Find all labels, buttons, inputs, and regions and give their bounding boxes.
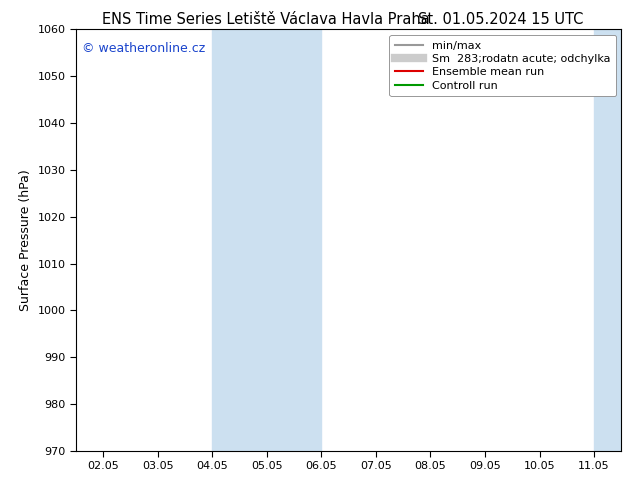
Text: © weatheronline.cz: © weatheronline.cz	[82, 42, 205, 55]
Y-axis label: Surface Pressure (hPa): Surface Pressure (hPa)	[19, 169, 32, 311]
Bar	[212, 29, 267, 451]
Legend: min/max, Sm  283;rodatn acute; odchylka, Ensemble mean run, Controll run: min/max, Sm 283;rodatn acute; odchylka, …	[389, 35, 616, 96]
Bar	[594, 29, 621, 451]
Bar	[267, 29, 321, 451]
Text: St. 01.05.2024 15 UTC: St. 01.05.2024 15 UTC	[418, 12, 583, 27]
Text: ENS Time Series Letiště Václava Havla Praha: ENS Time Series Letiště Václava Havla Pr…	[103, 12, 430, 27]
